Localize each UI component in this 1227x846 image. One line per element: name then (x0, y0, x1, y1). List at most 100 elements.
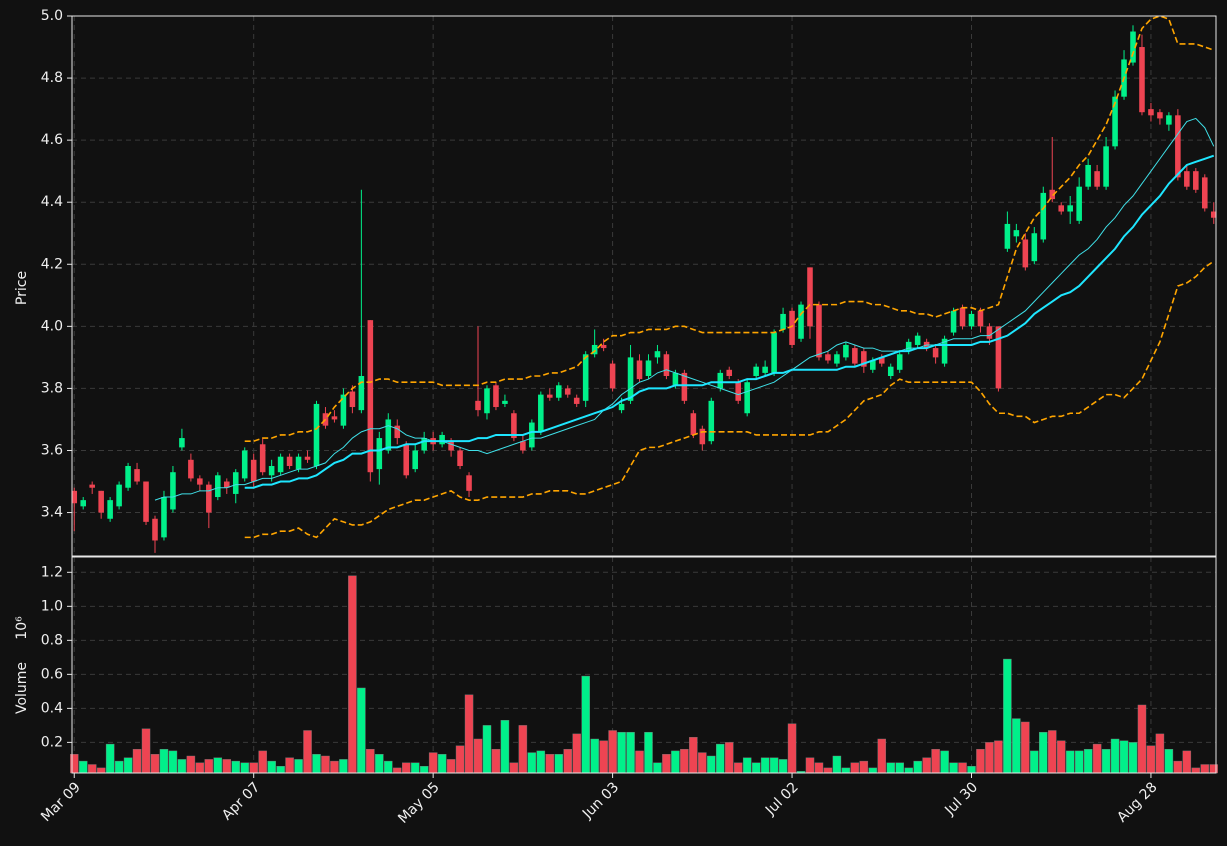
candle-body (825, 354, 831, 361)
candle-body (1094, 171, 1100, 187)
volume-bar (1056, 740, 1066, 774)
volume-tick-label: 0.4 (41, 700, 63, 716)
volume-bar (877, 738, 887, 774)
volume-bar (518, 725, 528, 774)
candle-body (564, 388, 571, 395)
price-frame (71, 15, 1217, 557)
candle-body (816, 304, 822, 358)
candle-body (511, 413, 517, 439)
y-tick-label: 3.6 (41, 442, 63, 458)
candle-body (663, 354, 670, 376)
candle-body (932, 348, 939, 358)
candle-body (259, 444, 266, 473)
volume-bar (294, 759, 303, 774)
volume-bar (626, 731, 635, 774)
volume-bar (617, 731, 626, 774)
candle-body (116, 484, 122, 507)
y-tick-label: 4.4 (41, 194, 63, 210)
candle-body (286, 456, 293, 466)
candle-body (206, 484, 212, 513)
marks (70, 15, 1218, 774)
candle-body (1103, 146, 1109, 187)
volume-bar (464, 694, 474, 774)
volume-bar (150, 754, 160, 774)
volume-bar (1182, 750, 1192, 774)
volume-bar (123, 757, 133, 774)
candle-body (600, 344, 607, 349)
volume-bar (321, 755, 330, 774)
volume-bar (940, 750, 949, 774)
candle-body (1139, 47, 1145, 113)
volume-bar (662, 754, 671, 774)
y-tick-label: 4.6 (41, 132, 63, 148)
candle-body (1049, 189, 1056, 200)
y-tick-label: 3.4 (41, 505, 63, 521)
volume-bar (312, 754, 321, 774)
volume-bar (733, 762, 743, 774)
candle-body (197, 478, 203, 485)
volume-bar (87, 764, 97, 774)
candle-body (98, 490, 104, 513)
volume-bar (769, 757, 779, 774)
volume-bar (204, 759, 214, 774)
candle-body (977, 310, 984, 327)
volume-bar (850, 762, 860, 774)
volume-bar (366, 748, 375, 774)
candle-body (385, 419, 392, 451)
candle-body (681, 372, 688, 401)
y-tick-label: 4.0 (41, 318, 63, 334)
volume-bar (994, 740, 1003, 774)
volume-bar (1065, 750, 1075, 774)
volume-bar (1101, 748, 1111, 774)
volume-bar (1012, 718, 1021, 774)
volume-bar (536, 750, 546, 774)
volume-bar (96, 767, 106, 774)
volume-bar (70, 754, 79, 774)
candle-body (986, 326, 993, 339)
candle-body (1076, 186, 1082, 221)
candle-body (439, 434, 445, 445)
volume-bar (330, 760, 339, 774)
candle-body (367, 320, 374, 473)
candle-body (457, 450, 463, 466)
volume-bar (725, 742, 734, 774)
volume-bar (1119, 740, 1129, 774)
candle-body (914, 335, 921, 345)
volume-bar (231, 760, 240, 774)
candle-body (493, 385, 499, 408)
volume-bar (393, 767, 402, 774)
volume-bar (608, 730, 617, 774)
volume-bar (1021, 721, 1030, 774)
volume-bar (985, 742, 994, 774)
candle-body (412, 450, 418, 470)
candle-body (134, 469, 140, 482)
volume-bar (455, 745, 465, 774)
volume-bar (760, 757, 770, 774)
candle-body (636, 360, 643, 380)
candle-body (107, 500, 113, 519)
volume-bar (114, 760, 124, 774)
volume-bar (742, 757, 752, 774)
volume-bar (689, 737, 698, 774)
candle-body (762, 366, 768, 373)
volume-bar (1209, 764, 1218, 774)
candle-body (448, 441, 454, 451)
candle-body (861, 351, 867, 367)
volume-bar (410, 762, 420, 774)
volume-bar (1173, 760, 1183, 774)
volume-bar (1146, 745, 1156, 774)
candle-body (89, 484, 95, 488)
volume-bar (159, 748, 169, 774)
volume-bar (868, 767, 878, 774)
volume-bar (428, 752, 438, 774)
candle-body (170, 472, 176, 510)
candle-body (475, 400, 481, 411)
candle-body (1040, 192, 1047, 240)
volume-bar (437, 754, 447, 774)
candle-body (394, 425, 401, 439)
candle-body (232, 472, 239, 494)
volume-bar (751, 762, 761, 774)
candle-body (1193, 171, 1199, 190)
